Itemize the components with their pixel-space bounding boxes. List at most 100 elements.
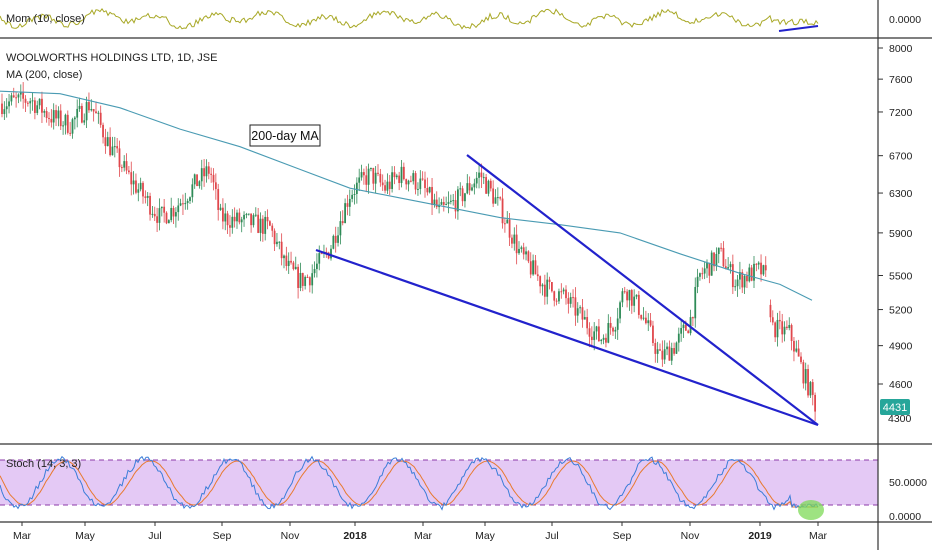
annotation-200-day-ma[interactable]: 200-day MA xyxy=(249,124,321,147)
candle-body xyxy=(522,247,525,255)
candle-body xyxy=(449,200,452,202)
candle-body xyxy=(508,219,511,238)
candle-body xyxy=(405,179,408,185)
annotation-text: 200-day MA xyxy=(251,129,319,143)
time-axis-label: Jul xyxy=(545,530,558,542)
candle-body xyxy=(285,255,288,267)
ma-200-line xyxy=(0,90,813,301)
candle-body xyxy=(492,188,495,204)
candle-body xyxy=(494,197,497,204)
candle-body xyxy=(386,181,389,191)
candle-body xyxy=(428,187,431,193)
candle-body xyxy=(407,180,410,185)
momentum-pane[interactable]: Mom (10, close) xyxy=(0,0,878,38)
price-axis[interactable]: 0.0000 50.0000 0.0000 8000 7600 7200 6700 63… xyxy=(878,14,927,523)
candle-body xyxy=(29,101,32,104)
trendline-lower[interactable] xyxy=(315,248,819,427)
candle-body xyxy=(661,350,664,360)
candle-body xyxy=(297,266,299,288)
last-price-badge[interactable]: 4431 xyxy=(880,399,910,415)
candle-body xyxy=(325,251,328,253)
time-axis[interactable]: Mar May Jul Sep Nov 2018 Mar May Jul Sep Nov 2019 Ma… xyxy=(13,522,828,542)
candle-body xyxy=(506,219,509,224)
candle-body xyxy=(499,197,502,199)
candle-body xyxy=(85,102,88,121)
candle-body xyxy=(548,279,551,283)
candle-body xyxy=(151,213,154,215)
time-axis-label: 2018 xyxy=(343,530,367,542)
candle-body xyxy=(224,213,227,222)
candle-body xyxy=(786,326,788,329)
candle-body xyxy=(280,241,283,259)
candle-body xyxy=(34,100,36,113)
candle-body xyxy=(659,349,661,351)
trendline-upper[interactable] xyxy=(466,154,819,426)
candle-body xyxy=(621,291,624,303)
candle-body xyxy=(240,219,243,223)
candle-body xyxy=(334,235,337,243)
candle-body xyxy=(264,216,267,234)
candle-body xyxy=(800,356,802,363)
candle-body xyxy=(435,199,438,208)
time-axis-label: Mar xyxy=(13,530,32,542)
candle-body xyxy=(445,203,448,205)
candle-body xyxy=(26,102,29,104)
candle-body xyxy=(410,180,412,182)
candle-body xyxy=(543,284,546,297)
candle-body xyxy=(353,193,356,195)
candle-body xyxy=(663,349,666,360)
candle-body xyxy=(269,221,271,226)
price-axis-tick: 6300 xyxy=(889,188,913,200)
stoch-highlight-circle[interactable] xyxy=(798,500,824,520)
candle-body xyxy=(619,302,621,319)
candle-body xyxy=(165,212,168,224)
candle-body xyxy=(684,324,687,331)
candle-body xyxy=(675,342,678,354)
candle-body xyxy=(699,273,701,277)
candle-body xyxy=(790,325,793,341)
candle-body xyxy=(623,291,626,293)
candle-body xyxy=(167,220,170,224)
candle-body xyxy=(539,276,542,287)
candle-body xyxy=(5,106,8,110)
candle-body xyxy=(372,168,375,184)
candle-body xyxy=(175,212,177,217)
candle-body xyxy=(200,168,203,182)
momentum-trendline[interactable] xyxy=(778,25,819,32)
candle-body xyxy=(149,195,151,215)
candle-body xyxy=(729,264,732,268)
candle-body xyxy=(562,289,565,292)
candle-body xyxy=(760,262,762,275)
candle-body xyxy=(739,272,741,280)
price-axis-tick: 6700 xyxy=(889,151,913,163)
candle-body xyxy=(388,181,391,189)
candle-body xyxy=(398,175,401,184)
time-axis-label: Mar xyxy=(809,530,828,542)
price-pane[interactable]: WOOLWORTHS HOLDINGS LTD, 1D, JSE MA (200… xyxy=(0,52,819,427)
candle-body xyxy=(355,182,358,194)
candle-body xyxy=(172,207,175,217)
candle-body xyxy=(238,212,241,223)
candle-body xyxy=(1,103,3,115)
candle-body xyxy=(793,340,795,352)
candle-body xyxy=(741,272,744,288)
candle-body xyxy=(417,188,419,190)
candle-body xyxy=(153,213,156,217)
time-axis-label: 2019 xyxy=(748,530,772,542)
candle-body xyxy=(558,291,560,302)
candle-body xyxy=(316,263,318,270)
candle-body xyxy=(433,199,436,205)
price-axis-tick-partial: 4300 xyxy=(888,413,912,425)
candle-body xyxy=(776,319,779,338)
candle-body xyxy=(132,180,135,185)
candle-body xyxy=(689,317,692,334)
candle-body xyxy=(649,320,652,326)
momentum-axis-tick: 0.0000 xyxy=(889,14,921,26)
candle-body xyxy=(513,234,516,244)
candle-body xyxy=(590,336,593,341)
candle-body xyxy=(553,291,556,301)
candle-body xyxy=(626,291,628,301)
candle-body xyxy=(36,105,39,113)
stoch-pane[interactable]: Stoch (14, 3, 3) xyxy=(0,455,878,520)
